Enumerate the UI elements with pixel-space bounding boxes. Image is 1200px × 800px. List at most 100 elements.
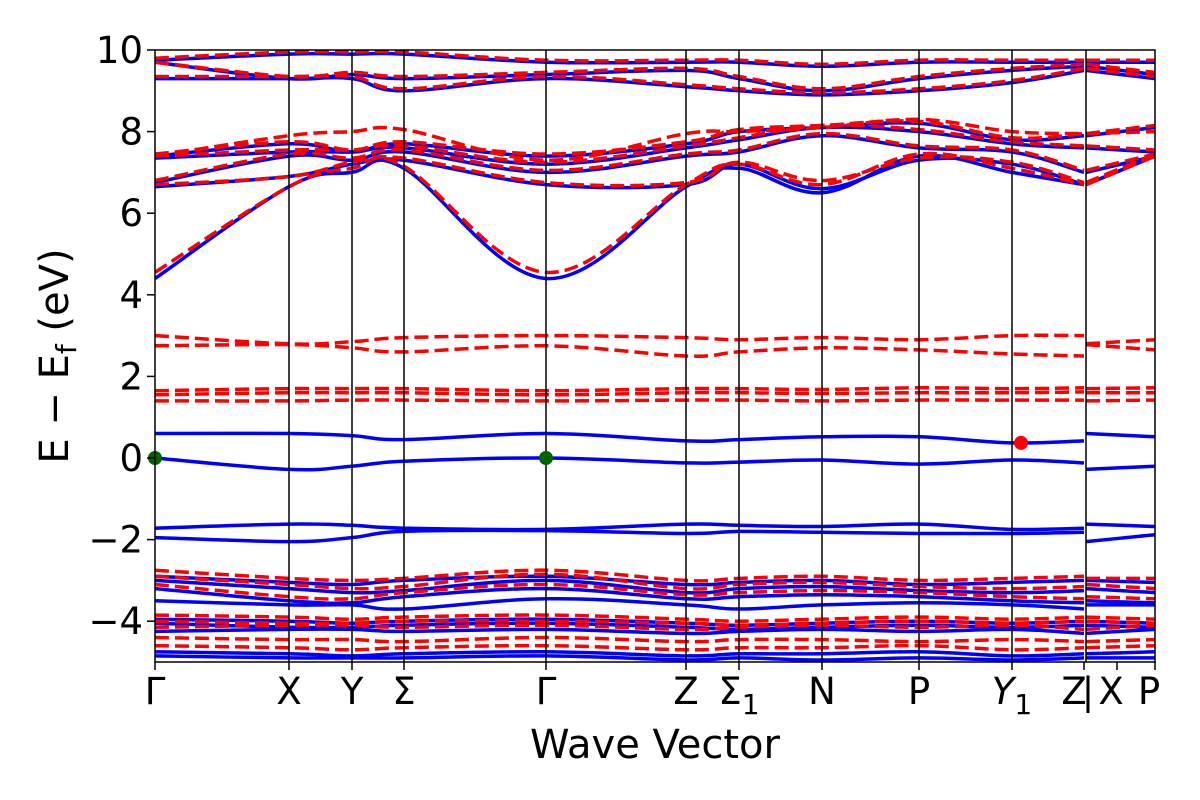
- band-line: [155, 643, 1085, 652]
- x-tick-label: Z: [1061, 670, 1086, 713]
- band-line: [155, 386, 1085, 393]
- y-tick-label: −4: [88, 600, 143, 643]
- x-tick-label: |: [1082, 670, 1094, 713]
- x-tick-label-main: |: [1082, 670, 1094, 713]
- band-line: [1085, 532, 1155, 544]
- band-line: [1085, 615, 1155, 621]
- x-tick-label-main: X: [276, 670, 301, 713]
- band-line: [155, 51, 1084, 69]
- band-line: [1085, 627, 1155, 636]
- band-series-dashed: [155, 50, 1155, 652]
- band-line: [1085, 619, 1155, 625]
- band-line: [155, 119, 1085, 156]
- x-tick-label: Σ: [392, 670, 415, 713]
- band-line: [1085, 64, 1155, 77]
- band-line: [155, 131, 1085, 183]
- y-axis-label-unit: (eV): [32, 248, 78, 344]
- bands-layer: [155, 50, 1155, 662]
- x-tick-label-main: Y: [340, 670, 364, 713]
- x-tick-label: X: [1098, 670, 1123, 713]
- x-tick-label-main: Γ: [536, 670, 557, 713]
- y-tick-label: 2: [119, 355, 143, 398]
- x-tick-label: Y1: [992, 670, 1032, 721]
- x-tick-label-main: Z: [1061, 670, 1086, 713]
- band-line: [155, 60, 1085, 91]
- band-line: [1085, 66, 1155, 79]
- band-line: [155, 528, 1085, 544]
- band-line: [1085, 599, 1155, 605]
- x-tick-label-main: N: [808, 670, 836, 713]
- band-line: [1085, 650, 1155, 656]
- band-line: [1085, 129, 1155, 136]
- x-tick-label-main: Σ: [392, 670, 415, 713]
- high-symmetry-lines: [288, 50, 1087, 662]
- band-line: [1085, 594, 1155, 601]
- x-tick-label: N: [808, 670, 836, 713]
- band-line: [155, 333, 1085, 346]
- band-line: [155, 568, 1085, 583]
- band-line: [1085, 522, 1155, 529]
- band-line: [155, 572, 1085, 591]
- band-line: [155, 154, 1085, 188]
- band-line: [1085, 144, 1155, 152]
- y-tick-label: 8: [119, 111, 143, 154]
- band-line: [155, 574, 1085, 587]
- band-line: [155, 613, 1085, 623]
- band-line: [1085, 337, 1155, 346]
- x-tick-label: X: [276, 670, 301, 713]
- band-line: [155, 66, 1085, 95]
- y-tick-label: 0: [119, 437, 143, 480]
- band-line: [1085, 464, 1155, 472]
- x-tick-label: Y: [340, 670, 364, 713]
- x-tick-label-main: X: [1098, 670, 1123, 713]
- y-tick-label: −2: [88, 519, 143, 562]
- band-line: [155, 151, 1085, 275]
- band-edge-marker: [1014, 435, 1028, 450]
- band-edge-marker: [539, 451, 553, 465]
- band-line: [155, 123, 1085, 164]
- y-tick-label: 6: [119, 192, 143, 235]
- x-tick-label: Z: [673, 670, 698, 713]
- y-axis-label-subscript: f: [50, 343, 83, 354]
- band-line: [155, 623, 1085, 632]
- band-line: [1085, 623, 1155, 630]
- x-tick-label-main: P: [1138, 670, 1160, 713]
- band-line: [1085, 623, 1155, 632]
- band-line: [155, 60, 1085, 93]
- x-tick-label-subscript: 1: [1014, 688, 1032, 721]
- band-line: [155, 156, 1085, 191]
- band-line: [155, 635, 1085, 644]
- band-line: [155, 153, 1085, 281]
- band-line: [155, 390, 1085, 397]
- x-axis-label: Wave Vector: [530, 722, 781, 768]
- band-line: [155, 125, 1085, 166]
- band-series-solid: [155, 51, 1155, 662]
- x-tick-label-main: P: [908, 670, 930, 713]
- x-tick-label: Σ1: [718, 670, 759, 721]
- x-tick-label-main: Σ: [718, 670, 741, 713]
- band-line: [155, 596, 1085, 611]
- band-line: [1085, 582, 1155, 591]
- band-line: [1085, 154, 1155, 187]
- band-line: [1085, 637, 1155, 644]
- band-line: [155, 654, 1085, 662]
- band-line: [1085, 146, 1155, 154]
- y-axis-label: E − Ef (eV): [32, 248, 83, 463]
- band-line: [1085, 152, 1155, 173]
- band-line: [155, 627, 1085, 636]
- band-line: [1085, 586, 1155, 595]
- x-tick-label-main: Z: [673, 670, 698, 713]
- y-tick-label: 10: [96, 29, 143, 72]
- band-line: [155, 582, 1085, 601]
- band-line: [155, 50, 1084, 67]
- y-tick-label: 4: [119, 274, 143, 317]
- band-line: [1085, 62, 1155, 75]
- band-line: [155, 121, 1085, 158]
- band-line: [1085, 342, 1155, 352]
- x-tick-label: Γ: [536, 670, 557, 713]
- x-tick-label: Γ: [145, 670, 166, 713]
- x-tick-label: P: [908, 670, 930, 713]
- x-tick-label-main: Γ: [145, 670, 166, 713]
